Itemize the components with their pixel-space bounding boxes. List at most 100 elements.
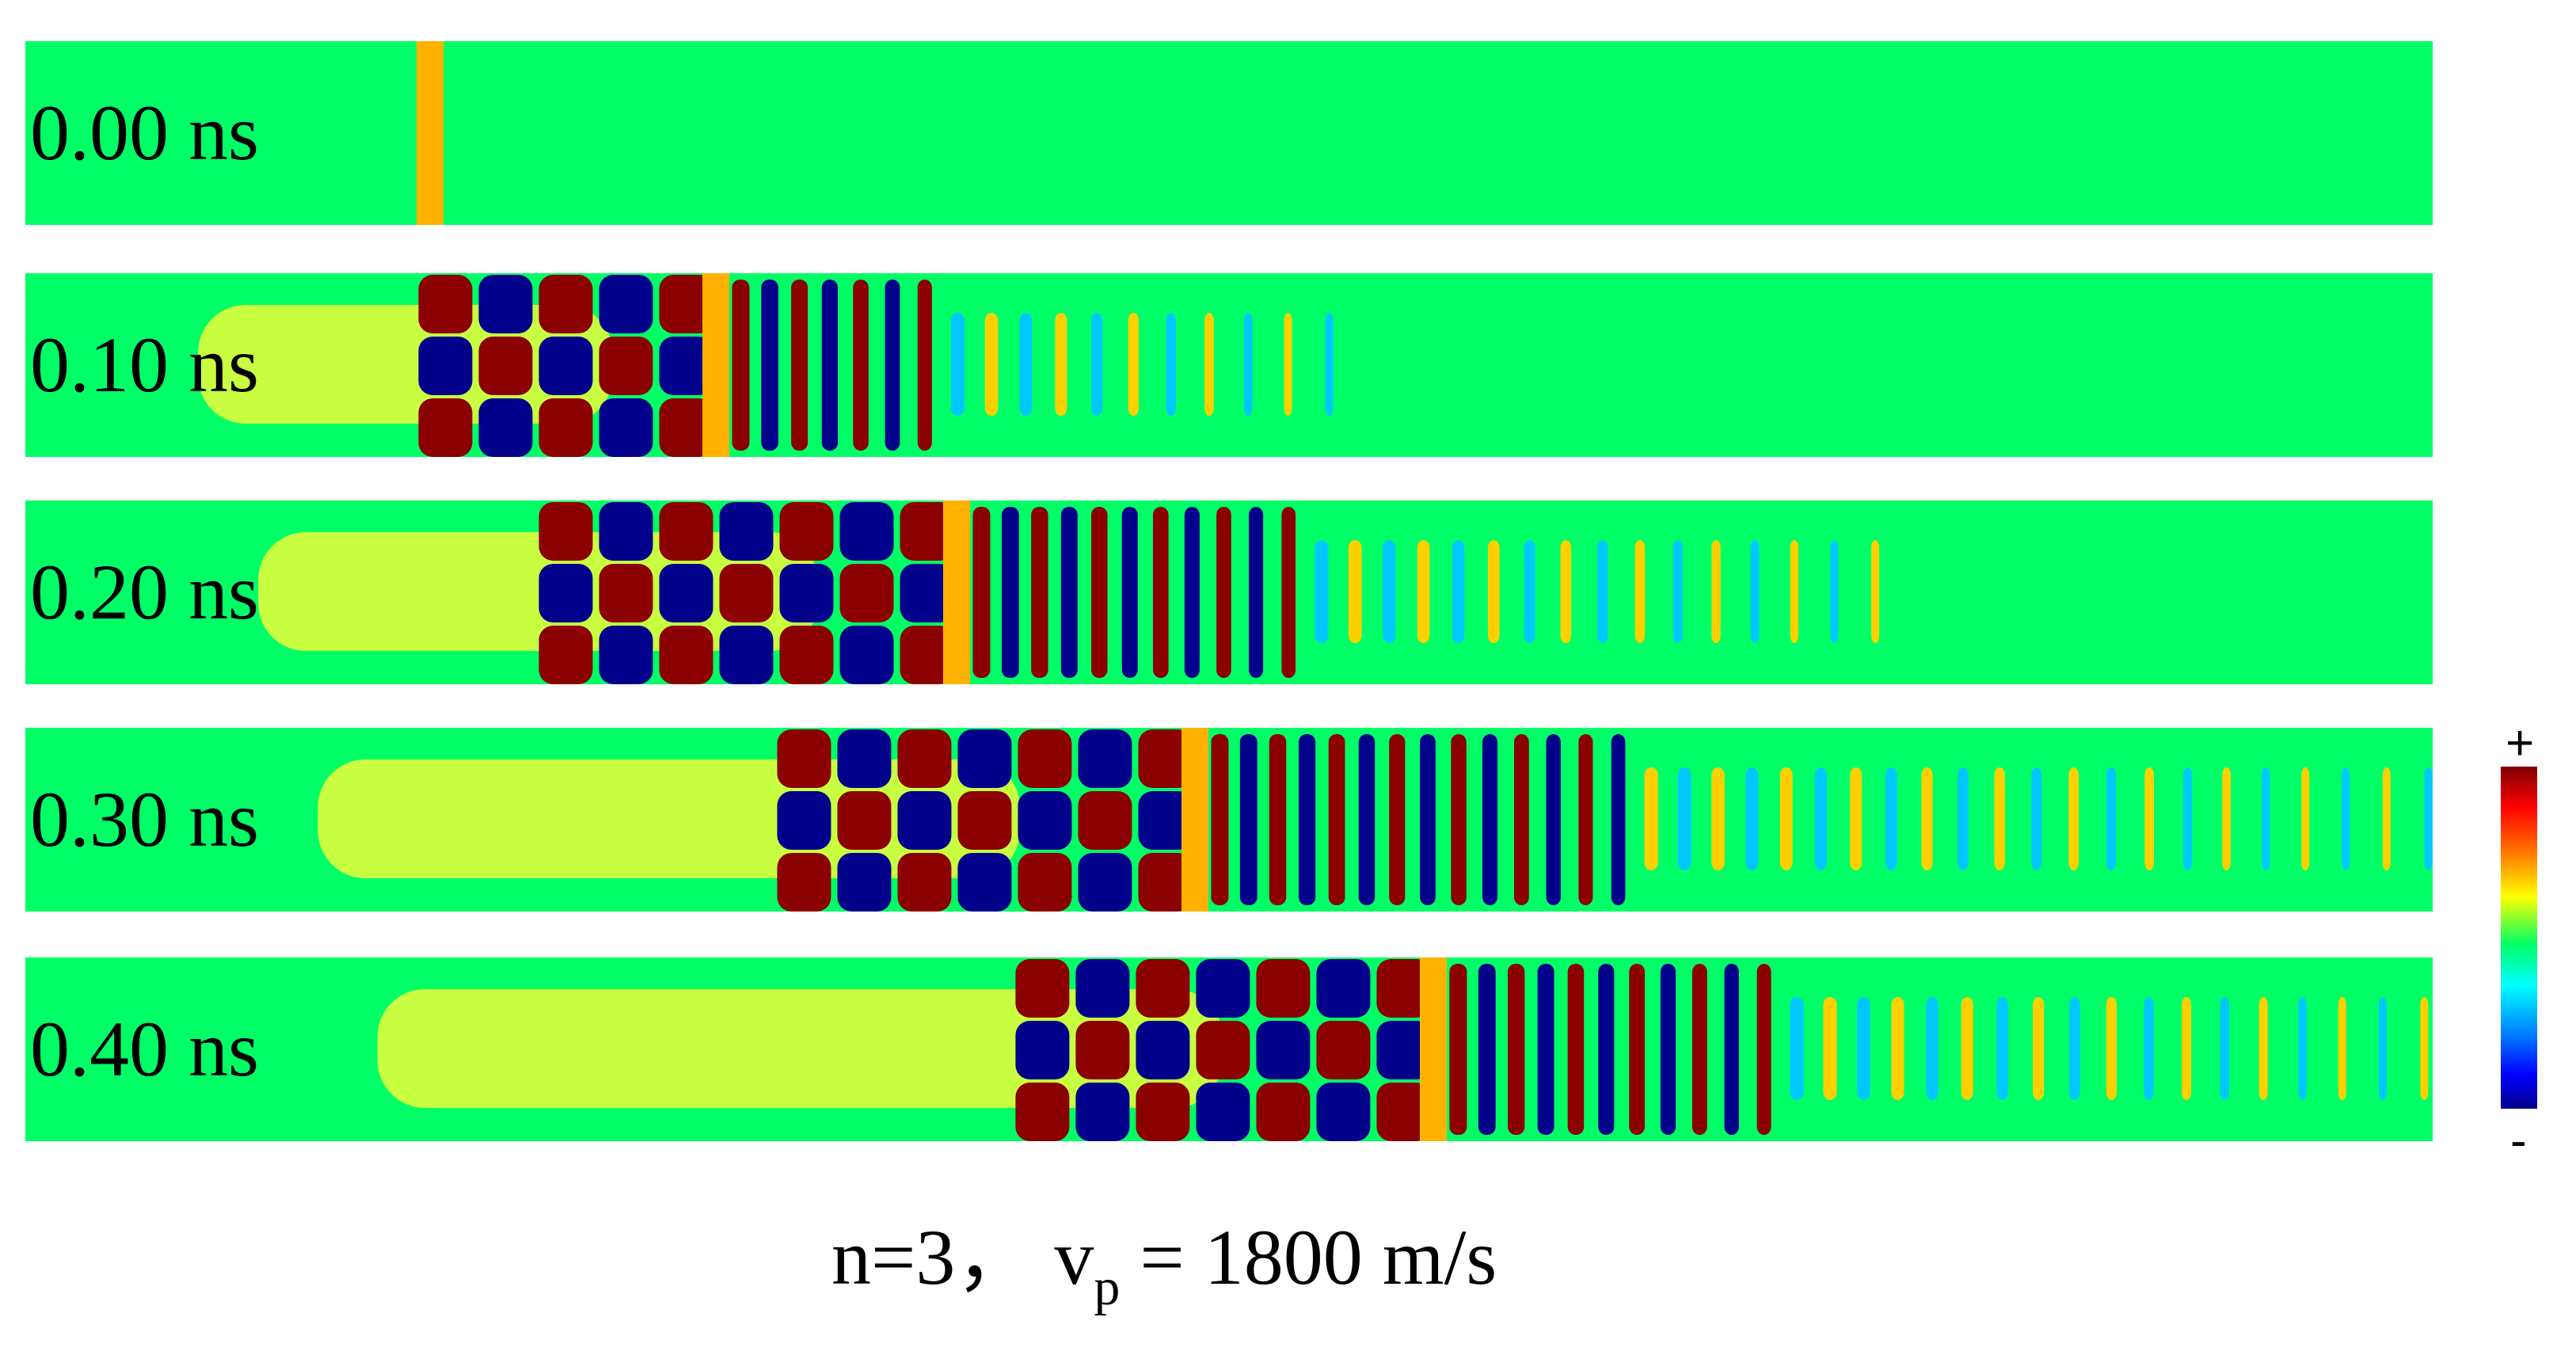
orange-marker-1: [702, 273, 730, 457]
field-cell: [837, 853, 892, 912]
fringe: [1487, 540, 1500, 643]
fringe: [1281, 507, 1296, 678]
fringe: [2261, 767, 2270, 870]
fringe: [2420, 997, 2429, 1100]
field-cell: [418, 275, 473, 333]
field-cell: [957, 791, 1012, 850]
fringe: [1958, 767, 1969, 870]
field-cell: [1078, 791, 1132, 850]
field-cell: [599, 502, 653, 561]
field-cell: [1015, 959, 1070, 1018]
fringe: [885, 280, 900, 451]
field-cell: [659, 275, 713, 333]
field-cell: [1138, 791, 1193, 850]
fringe: [1677, 767, 1691, 870]
fringe: [1507, 964, 1525, 1135]
field-cell: [719, 626, 774, 684]
fringe: [1389, 734, 1406, 905]
fringe: [1672, 540, 1683, 643]
field-cell: [659, 564, 713, 622]
field-cell: [538, 275, 593, 333]
field-plot-0: [25, 41, 2433, 225]
fringe: [1478, 964, 1496, 1135]
fringe: [2144, 767, 2155, 870]
fringe: [2220, 997, 2230, 1100]
fringe: [1417, 540, 1430, 643]
fringe: [2033, 997, 2045, 1100]
fringe: [1166, 313, 1176, 416]
fringe: [1204, 313, 1214, 416]
fringe: [1001, 507, 1019, 678]
field-cell: [1136, 959, 1190, 1018]
fringe: [1629, 964, 1646, 1135]
fringe: [1644, 767, 1658, 870]
field-cell: [599, 626, 653, 684]
fringe: [2301, 767, 2310, 870]
field-plot-1: [198, 275, 1334, 457]
fringe: [1634, 540, 1646, 643]
field-cell: [418, 398, 473, 457]
field-cell: [538, 564, 593, 622]
field-cell: [599, 564, 653, 622]
wave-halo: [318, 759, 1020, 878]
fringe: [1921, 767, 1933, 870]
fringe: [1830, 540, 1839, 643]
time-label-0: 0.00 ns: [30, 89, 259, 177]
fringe: [1299, 734, 1316, 905]
fringe: [1121, 507, 1138, 678]
field-cell: [1078, 853, 1132, 912]
field-cell: [659, 337, 713, 395]
field-cell: [837, 791, 892, 850]
fringe: [1597, 540, 1608, 643]
fringe: [1153, 507, 1169, 678]
field-cell: [1015, 1083, 1070, 1141]
fringe: [1211, 734, 1229, 905]
field-cell: [719, 564, 774, 622]
time-label-2: 0.20 ns: [30, 548, 259, 636]
panel-3: 0.30 ns: [25, 728, 2433, 912]
field-cell: [1196, 1083, 1250, 1141]
caption-prefix: n=3， v: [831, 1213, 1094, 1301]
field-cell: [897, 853, 952, 912]
panel-4: 0.40 ns: [25, 957, 2433, 1141]
field-cell: [839, 626, 894, 684]
fringe: [1128, 313, 1140, 416]
panel-1: 0.10 ns: [25, 273, 2433, 457]
orange-marker-4: [1420, 957, 1448, 1141]
fringe: [1060, 507, 1078, 678]
field-cell: [719, 502, 774, 561]
fringe: [1996, 997, 2009, 1100]
fringe: [2382, 767, 2391, 870]
time-label-1: 0.10 ns: [30, 321, 259, 409]
field-cell: [1018, 729, 1072, 788]
field-cell: [478, 275, 533, 333]
fringe: [1611, 734, 1626, 905]
fringe: [1790, 540, 1798, 643]
field-plot-4: [377, 959, 2429, 1141]
field-cell: [478, 337, 533, 395]
field-cell: [900, 502, 954, 561]
field-cell: [1196, 959, 1250, 1018]
field-cell: [538, 502, 593, 561]
wave-halo: [377, 989, 1223, 1108]
field-cell: [837, 729, 892, 788]
fringe: [2069, 997, 2080, 1100]
fringe: [2222, 767, 2232, 870]
fringe: [1537, 964, 1554, 1135]
field-cell: [1376, 959, 1431, 1018]
time-label-3: 0.30 ns: [30, 775, 259, 863]
field-cell: [478, 398, 533, 457]
fringe: [1756, 964, 1771, 1135]
field-cell: [1075, 1021, 1130, 1079]
fringe: [2106, 997, 2117, 1100]
colorbar-min-label: -: [2510, 1113, 2527, 1168]
field-cell: [1138, 853, 1193, 912]
fringe: [2183, 767, 2193, 870]
field-cell: [1256, 1021, 1311, 1079]
field-cell: [1256, 959, 1311, 1018]
fringe: [1420, 734, 1436, 905]
fringe: [1857, 997, 1870, 1100]
fringe: [1358, 734, 1376, 905]
field-cell: [1136, 1083, 1190, 1141]
field-cell: [1316, 959, 1371, 1018]
